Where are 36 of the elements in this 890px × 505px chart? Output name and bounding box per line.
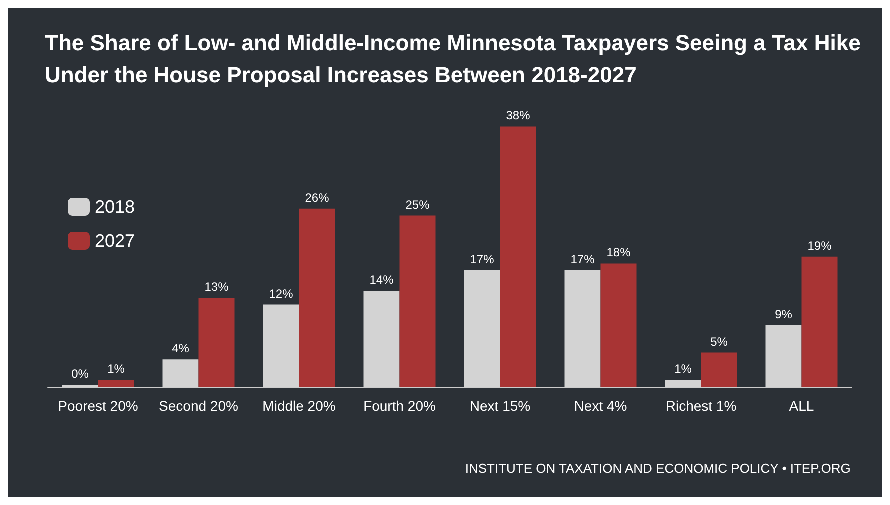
data-label: 17% — [570, 252, 596, 267]
x-tick-label: Fourth 20% — [364, 398, 436, 414]
bar — [98, 380, 134, 387]
data-label: 1% — [108, 362, 126, 376]
data-label: 17% — [470, 252, 495, 267]
data-label: 14% — [370, 273, 394, 288]
bar — [400, 216, 436, 387]
data-label: 25% — [406, 198, 430, 212]
bar — [299, 208, 336, 387]
x-tick-label: Second 20% — [159, 398, 238, 414]
chart-title: The Share of Low- and Middle-Income Minnesota Taxpayers Seeing a Tax Hike Under the House Proposal Increases Between 2018-2027 — [45, 30, 861, 88]
x-tick-label: Next 4% — [574, 398, 628, 414]
data-label: 19% — [808, 238, 832, 253]
data-label: 4% — [172, 342, 190, 356]
data-label: 26% — [305, 190, 330, 205]
data-label: 5% — [710, 334, 728, 349]
data-label: 38% — [506, 108, 531, 123]
bar — [198, 298, 235, 387]
x-tick-label: Poorest 20% — [58, 398, 138, 414]
data-label: 18% — [606, 246, 632, 260]
data-label: 9% — [775, 307, 793, 322]
legend-label: 2027 — [95, 231, 136, 251]
data-label: 0% — [72, 367, 90, 381]
bar — [500, 126, 536, 387]
text: INSTITUTE ON TAXATION AND ECONOMIC POLICY • ITEP.ORG — [465, 461, 851, 476]
x-tick-label: Richest 1% — [666, 398, 737, 414]
data-label: 13% — [204, 280, 230, 294]
data-label: 12% — [269, 286, 294, 301]
bar — [802, 256, 838, 387]
x-tick-label: ALL — [789, 398, 814, 414]
bar — [701, 352, 738, 387]
data-label: 1% — [674, 362, 692, 376]
legend-label: 2018 — [95, 197, 136, 217]
x-tick-label: Next 15% — [470, 398, 531, 414]
x-tick-label: Middle 20% — [262, 398, 336, 414]
bar — [600, 264, 637, 387]
